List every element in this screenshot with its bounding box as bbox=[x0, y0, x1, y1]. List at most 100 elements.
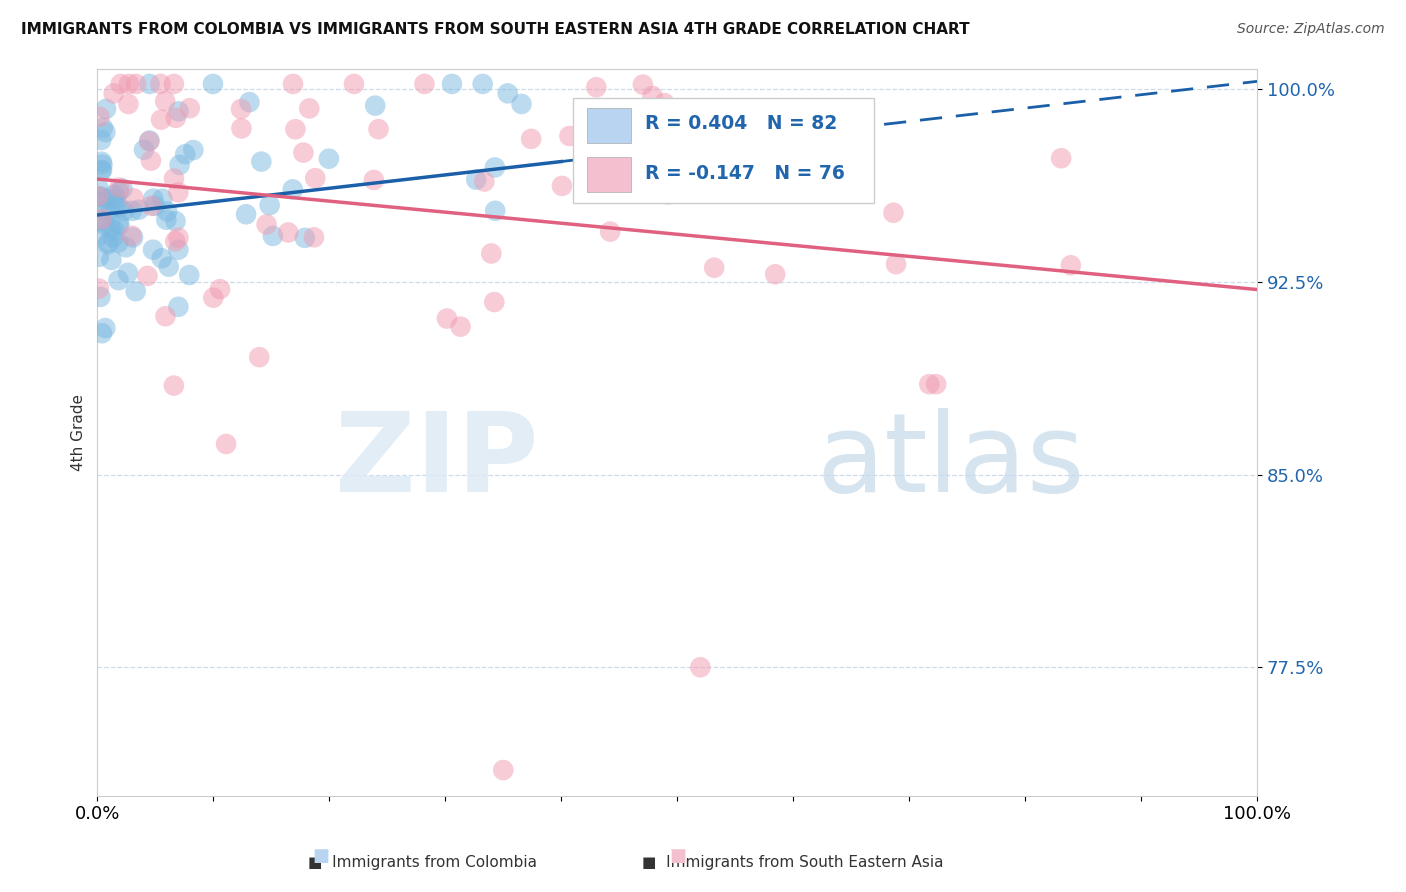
Point bbox=[884, 257, 907, 271]
Point bbox=[1050, 151, 1073, 165]
Point bbox=[484, 295, 506, 310]
Point bbox=[87, 190, 110, 204]
Point bbox=[141, 199, 163, 213]
Point bbox=[115, 240, 138, 254]
Point bbox=[91, 158, 114, 172]
Point bbox=[100, 202, 122, 217]
Point bbox=[606, 147, 628, 161]
Point bbox=[89, 290, 111, 304]
Point bbox=[165, 214, 187, 228]
Point bbox=[163, 77, 186, 91]
Point bbox=[202, 291, 225, 305]
Point bbox=[138, 77, 160, 91]
Point bbox=[318, 152, 340, 166]
Point bbox=[343, 77, 366, 91]
Point bbox=[87, 282, 110, 296]
Point bbox=[94, 125, 117, 139]
Point bbox=[631, 78, 654, 92]
Point bbox=[108, 200, 131, 214]
Point bbox=[87, 189, 110, 203]
Point bbox=[117, 97, 139, 112]
Point bbox=[118, 77, 141, 91]
Point bbox=[918, 377, 941, 392]
Point bbox=[103, 188, 125, 202]
Point bbox=[600, 152, 623, 166]
Text: atlas: atlas bbox=[817, 408, 1085, 515]
Point bbox=[90, 189, 112, 203]
Point bbox=[138, 134, 160, 148]
Point bbox=[107, 273, 129, 287]
Point bbox=[165, 111, 187, 125]
Point bbox=[292, 145, 315, 160]
Point bbox=[150, 112, 173, 127]
Point bbox=[100, 252, 122, 267]
Point bbox=[238, 95, 260, 110]
Point bbox=[90, 212, 112, 227]
Point bbox=[256, 218, 278, 232]
Point bbox=[163, 171, 186, 186]
Point bbox=[763, 267, 786, 281]
Y-axis label: 4th Grade: 4th Grade bbox=[72, 393, 86, 471]
Point bbox=[1060, 258, 1083, 272]
Point bbox=[132, 143, 155, 157]
Point bbox=[471, 77, 494, 91]
Point bbox=[121, 203, 143, 218]
Point bbox=[492, 763, 515, 777]
FancyBboxPatch shape bbox=[572, 97, 875, 203]
Point bbox=[703, 260, 725, 275]
Point bbox=[575, 133, 598, 147]
Point bbox=[298, 102, 321, 116]
Point bbox=[302, 230, 325, 244]
Point bbox=[91, 213, 114, 227]
Point bbox=[179, 268, 201, 282]
Point bbox=[208, 282, 231, 296]
Point bbox=[599, 225, 621, 239]
Point bbox=[235, 207, 257, 221]
Point bbox=[117, 266, 139, 280]
Point bbox=[882, 206, 904, 220]
Point bbox=[167, 186, 190, 200]
Point bbox=[709, 135, 731, 149]
Point bbox=[169, 158, 191, 172]
Point bbox=[167, 300, 190, 314]
Point bbox=[87, 181, 110, 195]
Point bbox=[111, 182, 134, 196]
Point bbox=[103, 196, 125, 211]
Point bbox=[167, 243, 190, 257]
Point bbox=[89, 195, 111, 210]
Point bbox=[91, 163, 114, 178]
Point bbox=[94, 102, 117, 116]
Point bbox=[104, 223, 127, 237]
Point bbox=[110, 77, 132, 91]
Point bbox=[215, 437, 238, 451]
Point bbox=[93, 218, 115, 232]
Point bbox=[247, 350, 270, 364]
Text: R = 0.404   N = 82: R = 0.404 N = 82 bbox=[645, 114, 837, 133]
Point bbox=[104, 192, 127, 206]
Point bbox=[128, 202, 150, 217]
Point bbox=[689, 660, 711, 674]
Point bbox=[97, 235, 120, 249]
Text: ■: ■ bbox=[669, 847, 686, 865]
Point bbox=[156, 204, 179, 219]
Point bbox=[87, 250, 110, 264]
Point bbox=[121, 228, 143, 243]
Point bbox=[142, 192, 165, 206]
Point bbox=[103, 87, 125, 101]
Point bbox=[91, 326, 114, 341]
Point bbox=[94, 203, 117, 218]
Point bbox=[142, 243, 165, 257]
Text: Source: ZipAtlas.com: Source: ZipAtlas.com bbox=[1237, 22, 1385, 37]
Point bbox=[364, 98, 387, 112]
FancyBboxPatch shape bbox=[586, 108, 631, 143]
Point bbox=[484, 203, 506, 218]
Text: ■  Immigrants from Colombia: ■ Immigrants from Colombia bbox=[308, 855, 537, 870]
Point bbox=[201, 77, 224, 91]
Point bbox=[122, 230, 145, 244]
Point bbox=[367, 122, 389, 136]
Point bbox=[262, 229, 284, 244]
Point bbox=[94, 321, 117, 335]
Point bbox=[496, 87, 519, 101]
Point bbox=[652, 96, 675, 111]
Point bbox=[181, 143, 204, 157]
